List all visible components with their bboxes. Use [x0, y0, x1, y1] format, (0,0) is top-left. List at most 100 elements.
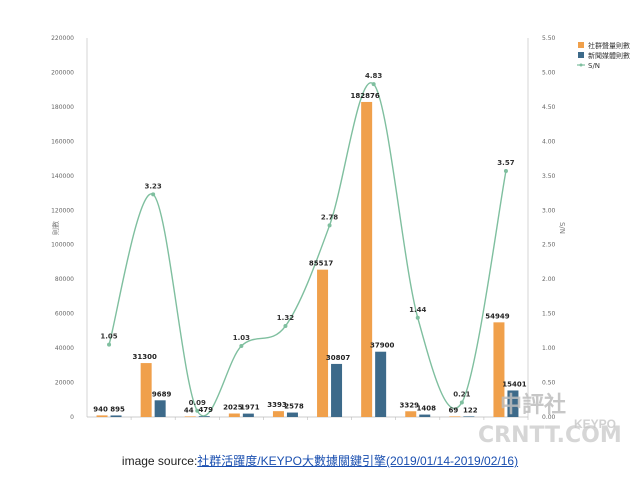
bar-label-social: 182876	[351, 92, 380, 100]
y-right-tick-label: 1.00	[542, 345, 556, 352]
bar-social	[96, 415, 108, 417]
y-right-tick-label: 0.00	[542, 414, 556, 421]
y-right-tick-label: 5.50	[542, 35, 556, 42]
y-right-tick-label: 3.50	[542, 173, 556, 180]
sn-line: 1.05 3.23 0.09 1.03 1.32 2.78 4.83 1.44 0.21 3.57	[100, 72, 515, 417]
legend-marker-sn	[579, 63, 583, 67]
bar-label-news: 895	[110, 405, 125, 413]
caption-source-link[interactable]: 社群活躍度/KEYPO大數據關鍵引擎(2019/01/14-2019/02/16…	[197, 454, 519, 468]
bar-news	[419, 414, 431, 417]
legend: 社群聲量則數 新聞媒體則數 S/N	[577, 41, 630, 70]
bar-social	[449, 416, 461, 417]
bar-label-news: 1971	[240, 404, 260, 412]
sn-point-label: 3.23	[145, 182, 162, 190]
watermark-text-2: CRNTT.COM	[478, 423, 622, 448]
legend-label-social: 社群聲量則數	[588, 41, 630, 50]
sn-point-label: 0.21	[453, 391, 470, 399]
bar-news	[242, 413, 254, 417]
caption-prefix: image source:	[121, 454, 198, 468]
bar-label-news: 2578	[284, 403, 304, 411]
bars	[96, 101, 519, 417]
bar-label-social: 31300	[132, 353, 156, 361]
bar-label-news: 1408	[417, 405, 437, 413]
bar-label-news: 37900	[370, 342, 394, 350]
y-right-tick-label: 5.00	[542, 69, 556, 76]
bar-news	[198, 416, 210, 417]
bar-social	[272, 411, 284, 417]
bar-news	[463, 416, 475, 417]
y-right-axis-title: S/N	[558, 222, 566, 234]
y-right-tick-label: 2.50	[542, 242, 556, 249]
bar-news	[110, 415, 122, 417]
sn-point	[503, 168, 508, 173]
bar-social	[405, 411, 417, 417]
y-left-tick-label: 60000	[55, 311, 74, 318]
sn-point-label: 1.05	[100, 333, 117, 341]
y-left-tick-label: 140000	[51, 173, 74, 180]
watermark-text-3: KEYPO	[574, 417, 616, 431]
sn-point	[239, 344, 244, 349]
bar-label-social: 69	[448, 406, 458, 414]
legend-swatch-news	[578, 52, 584, 58]
y-left-tick-label: 220000	[51, 35, 74, 42]
bar-label-social: 85517	[309, 260, 333, 268]
legend-label-news: 新聞媒體則數	[588, 51, 630, 60]
bar-news	[154, 400, 166, 417]
sn-point	[459, 400, 464, 405]
y-right-tick-label: 4.50	[542, 104, 556, 111]
y-right-tick-label: 0.50	[542, 380, 556, 387]
sn-point-label: 1.03	[233, 334, 250, 342]
y-right-tick-label: 3.00	[542, 207, 556, 214]
sn-point	[151, 192, 156, 197]
bar-social	[317, 269, 329, 417]
sn-point-label: 0.09	[189, 399, 206, 407]
image-source-caption: image source:社群活躍度/KEYPO大數據關鍵引擎(2019/01/…	[0, 452, 640, 469]
y-left-tick-label: 100000	[51, 242, 74, 249]
y-left-tick-label: 20000	[55, 380, 74, 387]
y-right-tick-label: 4.00	[542, 138, 556, 145]
watermark-text-1: 中評社	[500, 392, 566, 418]
data-labels: 940 31300 44 2025 3393 85517 182876 3329 69 54949…	[93, 92, 527, 414]
bar-news	[507, 390, 519, 417]
bar-news	[331, 363, 343, 417]
chart: 社群聲量則數 新聞媒體則數 S/N 0 20000 40000 60000 80000 1…	[51, 35, 630, 421]
y-right-tick-label: 2.00	[542, 276, 556, 283]
legend-swatch-social	[578, 42, 584, 48]
sn-point-label: 4.83	[365, 72, 382, 80]
bar-label-social: 2025	[223, 404, 243, 412]
bar-label-social: 3329	[400, 401, 420, 409]
bar-news	[286, 412, 298, 417]
sn-line-path	[108, 82, 507, 417]
sn-point	[327, 223, 332, 228]
crntt-watermark: 中評社 CRNTT.COM KEYPO	[478, 392, 622, 448]
y-left-tick-label: 200000	[51, 69, 74, 76]
bar-social	[493, 322, 505, 417]
y-left-tick-label: 120000	[51, 207, 74, 214]
y-left-tick-label: 160000	[51, 138, 74, 145]
sn-point-label: 3.57	[497, 159, 514, 167]
sn-point	[371, 82, 376, 87]
bar-label-social: 44	[184, 406, 194, 414]
y-left-tick-label: 180000	[51, 104, 74, 111]
sn-point-label: 2.78	[321, 213, 338, 221]
bar-news	[375, 351, 387, 417]
bar-social	[184, 416, 196, 417]
axes: 0 20000 40000 60000 80000 100000 120000 140000 1…	[51, 35, 566, 421]
bar-label-news: 479	[198, 406, 213, 414]
bar-label-social: 940	[93, 405, 108, 413]
bar-label-news: 15401	[502, 380, 526, 388]
sn-point	[415, 315, 420, 320]
sn-point	[283, 324, 288, 329]
bar-social	[361, 101, 373, 417]
bar-label-news: 122	[463, 406, 478, 414]
bar-social	[228, 413, 240, 417]
y-left-tick-label: 40000	[55, 345, 74, 352]
y-left-tick-label: 80000	[55, 276, 74, 283]
bar-label-social: 3393	[267, 401, 287, 409]
sn-point	[107, 342, 112, 347]
bar-social	[140, 363, 152, 417]
sn-point	[195, 408, 200, 413]
legend-label-sn: S/N	[588, 62, 600, 70]
bar-label-news: 30807	[326, 354, 350, 362]
bar-label-social: 54949	[485, 312, 509, 320]
